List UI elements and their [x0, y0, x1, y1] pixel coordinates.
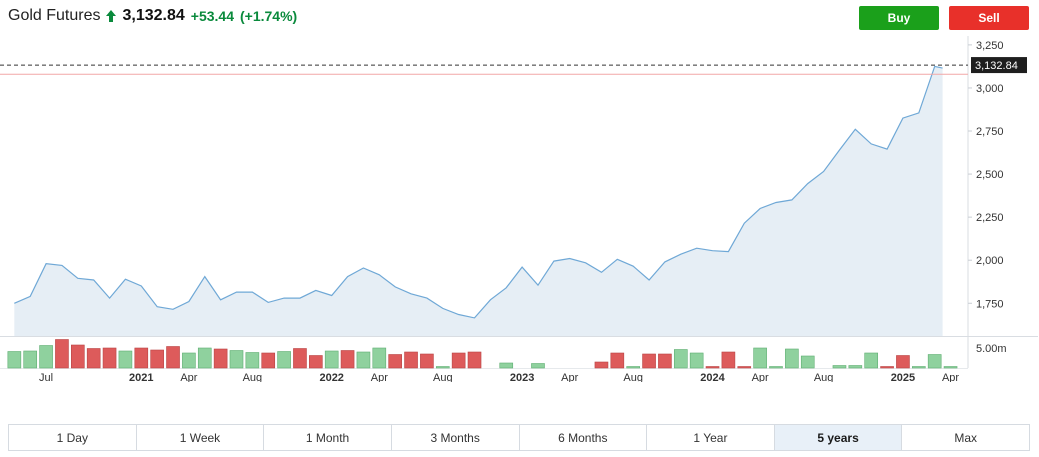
volume-bar — [467, 351, 482, 369]
volume-bar — [927, 354, 942, 369]
sell-button[interactable]: Sell — [949, 6, 1029, 30]
volume-bar — [531, 363, 545, 369]
volume-bar — [864, 352, 879, 369]
volume-bar — [420, 353, 434, 369]
instrument-header: Gold Futures 3,132.84 +53.44 (+1.74%) — [8, 4, 297, 28]
x-tick-label: 2021 — [129, 372, 153, 382]
x-tick-label: Aug — [623, 372, 643, 382]
x-tick-label: 2024 — [700, 372, 725, 382]
volume-bar — [197, 347, 212, 369]
volume-bar — [435, 366, 450, 369]
range-6-months[interactable]: 6 Months — [519, 425, 648, 450]
x-tick-label: 2022 — [319, 372, 343, 382]
volume-bar — [340, 350, 355, 369]
volume-bar — [832, 365, 847, 369]
y-tick-label: 2,250 — [976, 212, 1004, 224]
x-tick-label: Apr — [561, 372, 578, 382]
volume-bar — [261, 352, 276, 369]
volume-bar — [309, 355, 323, 369]
volume-bar — [848, 365, 863, 369]
volume-scale-label: 5.00m — [976, 343, 1007, 355]
y-tick-label: 2,000 — [976, 255, 1004, 267]
volume-bar — [610, 352, 625, 369]
x-tick-label: Apr — [942, 372, 959, 382]
x-tick-label: Aug — [814, 372, 834, 382]
volume-bar — [705, 366, 720, 369]
volume-bar — [39, 345, 53, 369]
volume-bar — [166, 346, 180, 369]
x-tick-label: Apr — [371, 372, 388, 382]
volume-bar — [7, 351, 22, 369]
x-tick-label: 2025 — [891, 372, 915, 382]
arrow-up-icon — [106, 10, 117, 22]
volume-bar — [118, 350, 133, 369]
volume-bar — [134, 347, 149, 369]
volume-bar — [293, 348, 307, 369]
last-price-label: 3,132.84 — [975, 60, 1018, 72]
volume-bar — [785, 348, 799, 369]
price-line — [14, 65, 943, 319]
volume-bar — [658, 353, 672, 369]
volume-bar — [324, 350, 339, 369]
volume-bar — [896, 355, 910, 369]
volume-bar — [800, 355, 815, 369]
volume-bar — [721, 351, 736, 369]
volume-bar — [150, 349, 164, 369]
x-tick-label: Aug — [243, 372, 263, 382]
volume-bar — [229, 350, 244, 369]
x-tick-label: 2023 — [510, 372, 534, 382]
y-tick-label: 1,750 — [976, 298, 1004, 310]
volume-bar — [213, 348, 228, 369]
y-tick-label: 3,000 — [976, 83, 1004, 95]
x-tick-label: Apr — [752, 372, 769, 382]
instrument-title: Gold Futures — [8, 7, 101, 24]
volume-bar — [642, 353, 656, 369]
volume-bar — [245, 352, 260, 369]
volume-bar — [499, 362, 514, 369]
range-5-years[interactable]: 5 years — [774, 425, 903, 450]
volume-bar — [86, 348, 101, 369]
volume-bar — [277, 351, 291, 369]
x-tick-label: Apr — [180, 372, 197, 382]
y-tick-label: 2,500 — [976, 169, 1004, 181]
volume-bar — [753, 347, 767, 369]
price-chart[interactable]: 1,7502,0002,2502,5002,7503,0003,250Inves… — [0, 36, 1039, 382]
price-change-percent: (+1.74%) — [239, 8, 298, 24]
volume-bar — [356, 351, 371, 369]
volume-bar — [388, 354, 402, 369]
volume-bar — [404, 351, 418, 369]
range-3-months[interactable]: 3 Months — [391, 425, 520, 450]
volume-bar — [182, 352, 196, 369]
volume-bar — [71, 344, 85, 369]
y-tick-label: 2,750 — [976, 126, 1004, 138]
volume-bar — [626, 366, 640, 369]
x-tick-label: Jul — [39, 372, 53, 382]
volume-bar — [372, 347, 387, 369]
range-max[interactable]: Max — [902, 425, 1029, 450]
last-price: 3,132.84 — [122, 7, 185, 24]
volume-bar — [55, 339, 69, 369]
range-1-year[interactable]: 1 Year — [647, 425, 775, 450]
volume-bar — [23, 350, 38, 369]
range-1-week[interactable]: 1 Week — [136, 425, 265, 450]
volume-bar — [673, 349, 688, 369]
volume-bar — [594, 361, 609, 369]
volume-bar — [912, 366, 926, 369]
range-selector: 1 Day 1 Week 1 Month 3 Months 6 Months 1 Year… — [8, 424, 1030, 451]
volume-bar — [689, 352, 704, 369]
volume-bar — [769, 366, 783, 369]
volume-bar — [737, 366, 752, 369]
price-area — [14, 66, 943, 337]
volume-bar — [943, 366, 958, 369]
y-tick-label: 3,250 — [976, 40, 1004, 52]
volume-bar — [880, 366, 894, 369]
x-tick-label: Aug — [433, 372, 453, 382]
price-change: +53.44 — [190, 8, 234, 24]
buy-button[interactable]: Buy — [859, 6, 939, 30]
range-1-day[interactable]: 1 Day — [9, 425, 137, 450]
last-price-badge — [971, 57, 1027, 74]
volume-bar — [451, 352, 466, 369]
volume-bar — [102, 347, 117, 369]
range-1-month[interactable]: 1 Month — [264, 425, 392, 450]
